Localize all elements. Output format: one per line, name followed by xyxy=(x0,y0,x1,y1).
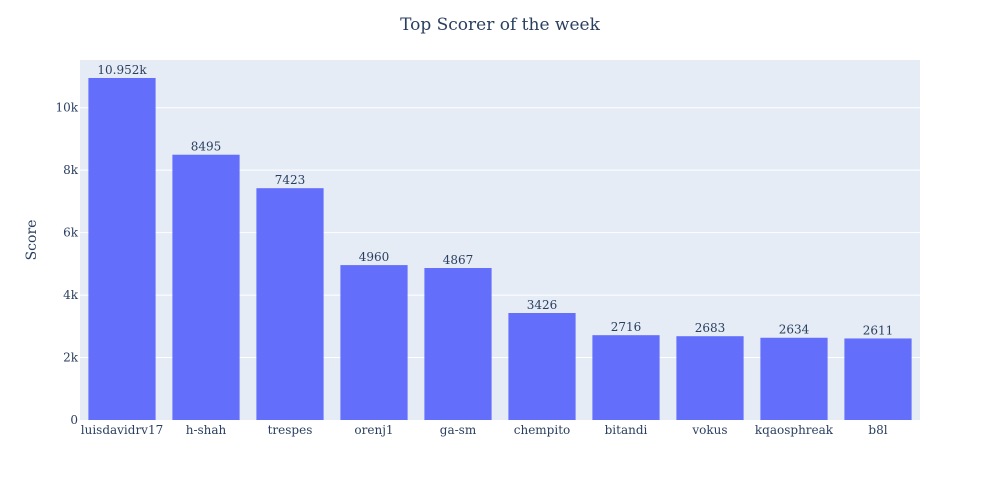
bars xyxy=(88,77,912,421)
x-tick-label: ga-sm xyxy=(440,423,477,437)
bar-value-label: 2634 xyxy=(779,323,810,337)
bar-b8l[interactable] xyxy=(844,338,912,420)
x-tick-label: vokus xyxy=(691,423,727,437)
y-tick-label: 0 xyxy=(70,413,78,427)
x-tick-label: trespes xyxy=(268,423,313,437)
y-axis-title: Score xyxy=(24,220,40,261)
bar-value-label: 7423 xyxy=(275,173,306,187)
chart-title: Top Scorer of the week xyxy=(400,15,601,35)
x-tick-label: orenj1 xyxy=(354,423,393,437)
x-tick-label: luisdavidrv17 xyxy=(81,423,163,437)
x-tick-label: chempito xyxy=(514,423,571,437)
y-tick-label: 10k xyxy=(55,101,78,115)
bar-trespes[interactable] xyxy=(256,188,324,420)
x-tick-label: kqaosphreak xyxy=(755,423,834,437)
bar-h-shah[interactable] xyxy=(172,154,240,421)
bar-value-label: 10.952k xyxy=(97,63,147,77)
bar-vokus[interactable] xyxy=(676,336,744,420)
bar-luisdavidrv17[interactable] xyxy=(88,77,156,420)
x-tick-label: bitandi xyxy=(605,423,648,437)
bar-value-label: 8495 xyxy=(191,140,222,154)
bar-bitandi[interactable] xyxy=(592,335,660,420)
bar-value-label: 3426 xyxy=(527,298,558,312)
bar-ga-sm[interactable] xyxy=(424,268,492,420)
bar-orenj1[interactable] xyxy=(340,265,408,420)
bar-kqaosphreak[interactable] xyxy=(760,337,828,420)
bar-value-label: 2716 xyxy=(611,320,642,334)
bar-chempito[interactable] xyxy=(508,313,576,420)
bar-value-label: 2683 xyxy=(695,321,726,335)
y-tick-label: 8k xyxy=(63,163,79,177)
y-tick-label: 4k xyxy=(63,288,79,302)
data-labels: 10.952k 8495 7423 4960 4867 3426 2716 2683 2634 2… xyxy=(97,63,893,337)
y-axis-ticks: 0 2k 4k 6k 8k 10k xyxy=(55,101,78,427)
x-tick-label: h-shah xyxy=(186,423,227,437)
bar-value-label: 4960 xyxy=(359,250,390,264)
x-tick-label: b8l xyxy=(868,423,887,437)
bar-value-label: 4867 xyxy=(443,253,474,267)
y-tick-label: 2k xyxy=(63,351,79,365)
x-axis-ticks: luisdavidrv17 h-shah trespes orenj1 ga-sm che… xyxy=(81,423,888,437)
bar-value-label: 2611 xyxy=(863,323,894,337)
y-tick-label: 6k xyxy=(63,226,79,240)
